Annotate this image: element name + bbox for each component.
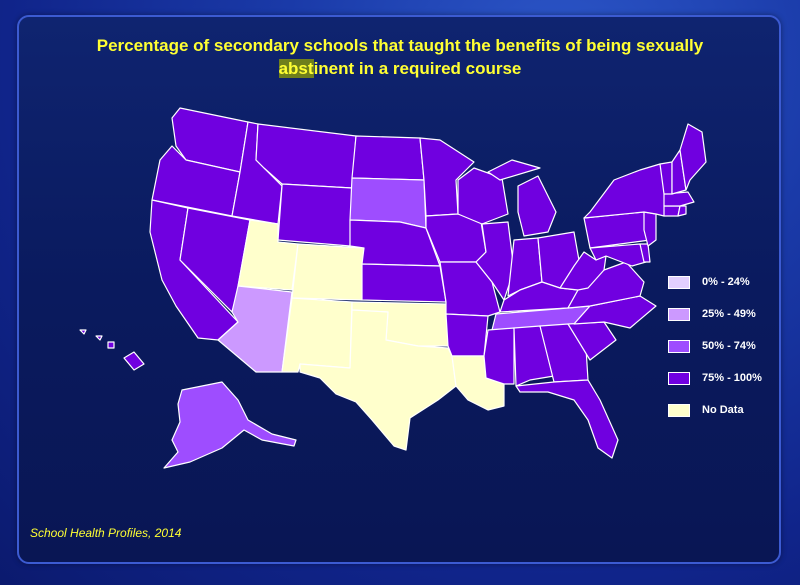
state-wy[interactable] (277, 183, 353, 247)
state-ms[interactable] (483, 327, 515, 385)
state-nd[interactable] (351, 135, 425, 181)
state-ks[interactable] (361, 263, 447, 303)
legend-swatch (668, 339, 690, 353)
source-note: School Health Profiles, 2014 (30, 526, 182, 540)
state-ny[interactable] (583, 163, 669, 219)
state-hi[interactable] (79, 329, 145, 371)
state-ga[interactable] (539, 323, 589, 383)
state-mi[interactable] (487, 159, 557, 237)
legend-label: 0% - 24% (702, 276, 750, 288)
state-de[interactable] (639, 243, 651, 263)
legend-swatch (668, 275, 690, 289)
legend-item: 50% - 74% (668, 336, 762, 356)
map-title: Percentage of secondary schools that tau… (40, 34, 760, 80)
state-wv[interactable] (559, 251, 607, 291)
legend-label: 75% - 100% (702, 372, 762, 384)
legend-label: No Data (702, 404, 744, 416)
state-tx[interactable] (299, 309, 457, 451)
legend-swatch (668, 371, 690, 385)
state-il[interactable] (475, 221, 515, 301)
legend-label: 50% - 74% (702, 340, 756, 352)
state-fl[interactable] (515, 379, 619, 459)
legend: 0% - 24% 25% - 49% 50% - 74% 75% - 100% … (668, 272, 762, 432)
state-ak[interactable] (163, 381, 297, 469)
legend-item: 25% - 49% (668, 304, 762, 324)
state-co[interactable] (291, 243, 365, 301)
legend-item: 0% - 24% (668, 272, 762, 292)
legend-swatch (668, 403, 690, 417)
state-wi[interactable] (457, 167, 509, 225)
state-ct[interactable] (663, 205, 681, 217)
state-ma[interactable] (663, 191, 695, 207)
state-ri[interactable] (677, 205, 687, 217)
state-nm[interactable] (281, 297, 353, 373)
state-me[interactable] (679, 123, 707, 191)
state-ar[interactable] (445, 313, 489, 357)
title-line-1: Percentage of secondary schools that tau… (96, 36, 704, 55)
state-mn[interactable] (419, 137, 475, 217)
legend-item: 75% - 100% (668, 368, 762, 388)
legend-item: No Data (668, 400, 762, 420)
legend-swatch (668, 307, 690, 321)
legend-label: 25% - 49% (702, 308, 756, 320)
state-az[interactable] (217, 285, 293, 373)
title-line-2: inent in a required course (313, 59, 522, 78)
title-highlight: abst (278, 59, 314, 78)
